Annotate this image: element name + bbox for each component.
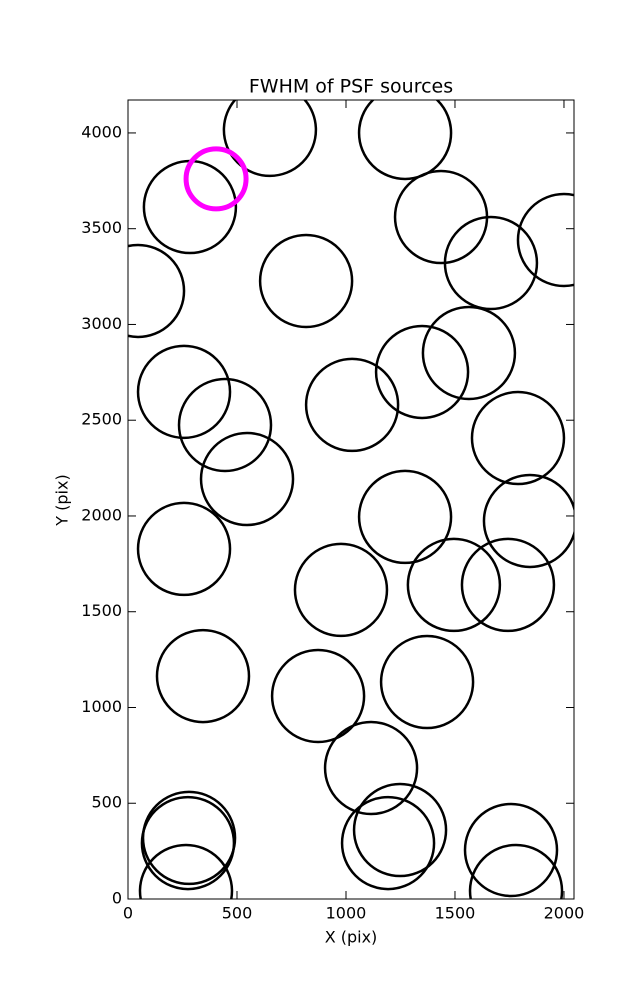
plot-area bbox=[128, 100, 574, 899]
y-tick-label: 1500 bbox=[81, 601, 122, 620]
source-marker bbox=[293, 542, 389, 638]
x-tick-label: 2000 bbox=[544, 904, 585, 923]
source-marker bbox=[340, 795, 436, 891]
source-marker bbox=[516, 192, 574, 288]
source-marker bbox=[177, 377, 273, 473]
source-marker bbox=[393, 169, 489, 265]
source-marker bbox=[199, 431, 295, 527]
source-marker bbox=[374, 324, 470, 420]
y-axis-label: Y (pix) bbox=[53, 474, 72, 526]
source-marker bbox=[482, 473, 574, 569]
source-marker bbox=[136, 501, 232, 597]
y-tick-label: 500 bbox=[91, 793, 122, 812]
source-marker bbox=[128, 243, 186, 339]
x-tick-label: 0 bbox=[123, 904, 133, 923]
source-marker bbox=[258, 233, 354, 329]
y-tick-label: 4000 bbox=[81, 122, 122, 141]
source-marker bbox=[352, 782, 448, 878]
y-tick-label: 0 bbox=[112, 889, 122, 908]
x-tick-label: 1000 bbox=[326, 904, 367, 923]
source-marker bbox=[183, 146, 249, 212]
source-marker bbox=[136, 344, 232, 440]
source-marker bbox=[406, 537, 502, 633]
y-tick-label: 2500 bbox=[81, 410, 122, 429]
y-tick-label: 3000 bbox=[81, 314, 122, 333]
source-marker bbox=[357, 100, 453, 181]
source-marker bbox=[270, 648, 366, 744]
y-tick-label: 3500 bbox=[81, 218, 122, 237]
source-marker bbox=[222, 100, 318, 178]
source-marker bbox=[468, 843, 564, 899]
source-marker bbox=[138, 843, 234, 899]
y-tick-label: 1000 bbox=[81, 697, 122, 716]
axes-frame bbox=[127, 99, 575, 900]
source-marker bbox=[155, 628, 251, 724]
x-axis-label: X (pix) bbox=[325, 928, 378, 947]
source-marker bbox=[357, 469, 453, 565]
x-tick-label: 1500 bbox=[435, 904, 476, 923]
source-marker bbox=[443, 215, 539, 311]
source-marker bbox=[470, 390, 566, 486]
source-marker bbox=[323, 720, 419, 816]
x-tick-label: 500 bbox=[222, 904, 253, 923]
source-marker bbox=[463, 802, 559, 898]
source-marker bbox=[421, 305, 517, 401]
y-tick-label: 2000 bbox=[81, 505, 122, 524]
source-marker bbox=[379, 634, 475, 730]
source-marker bbox=[141, 790, 237, 886]
chart-title: FWHM of PSF sources bbox=[249, 76, 453, 98]
source-marker bbox=[460, 537, 556, 633]
source-marker bbox=[304, 357, 400, 453]
source-marker bbox=[140, 795, 236, 891]
